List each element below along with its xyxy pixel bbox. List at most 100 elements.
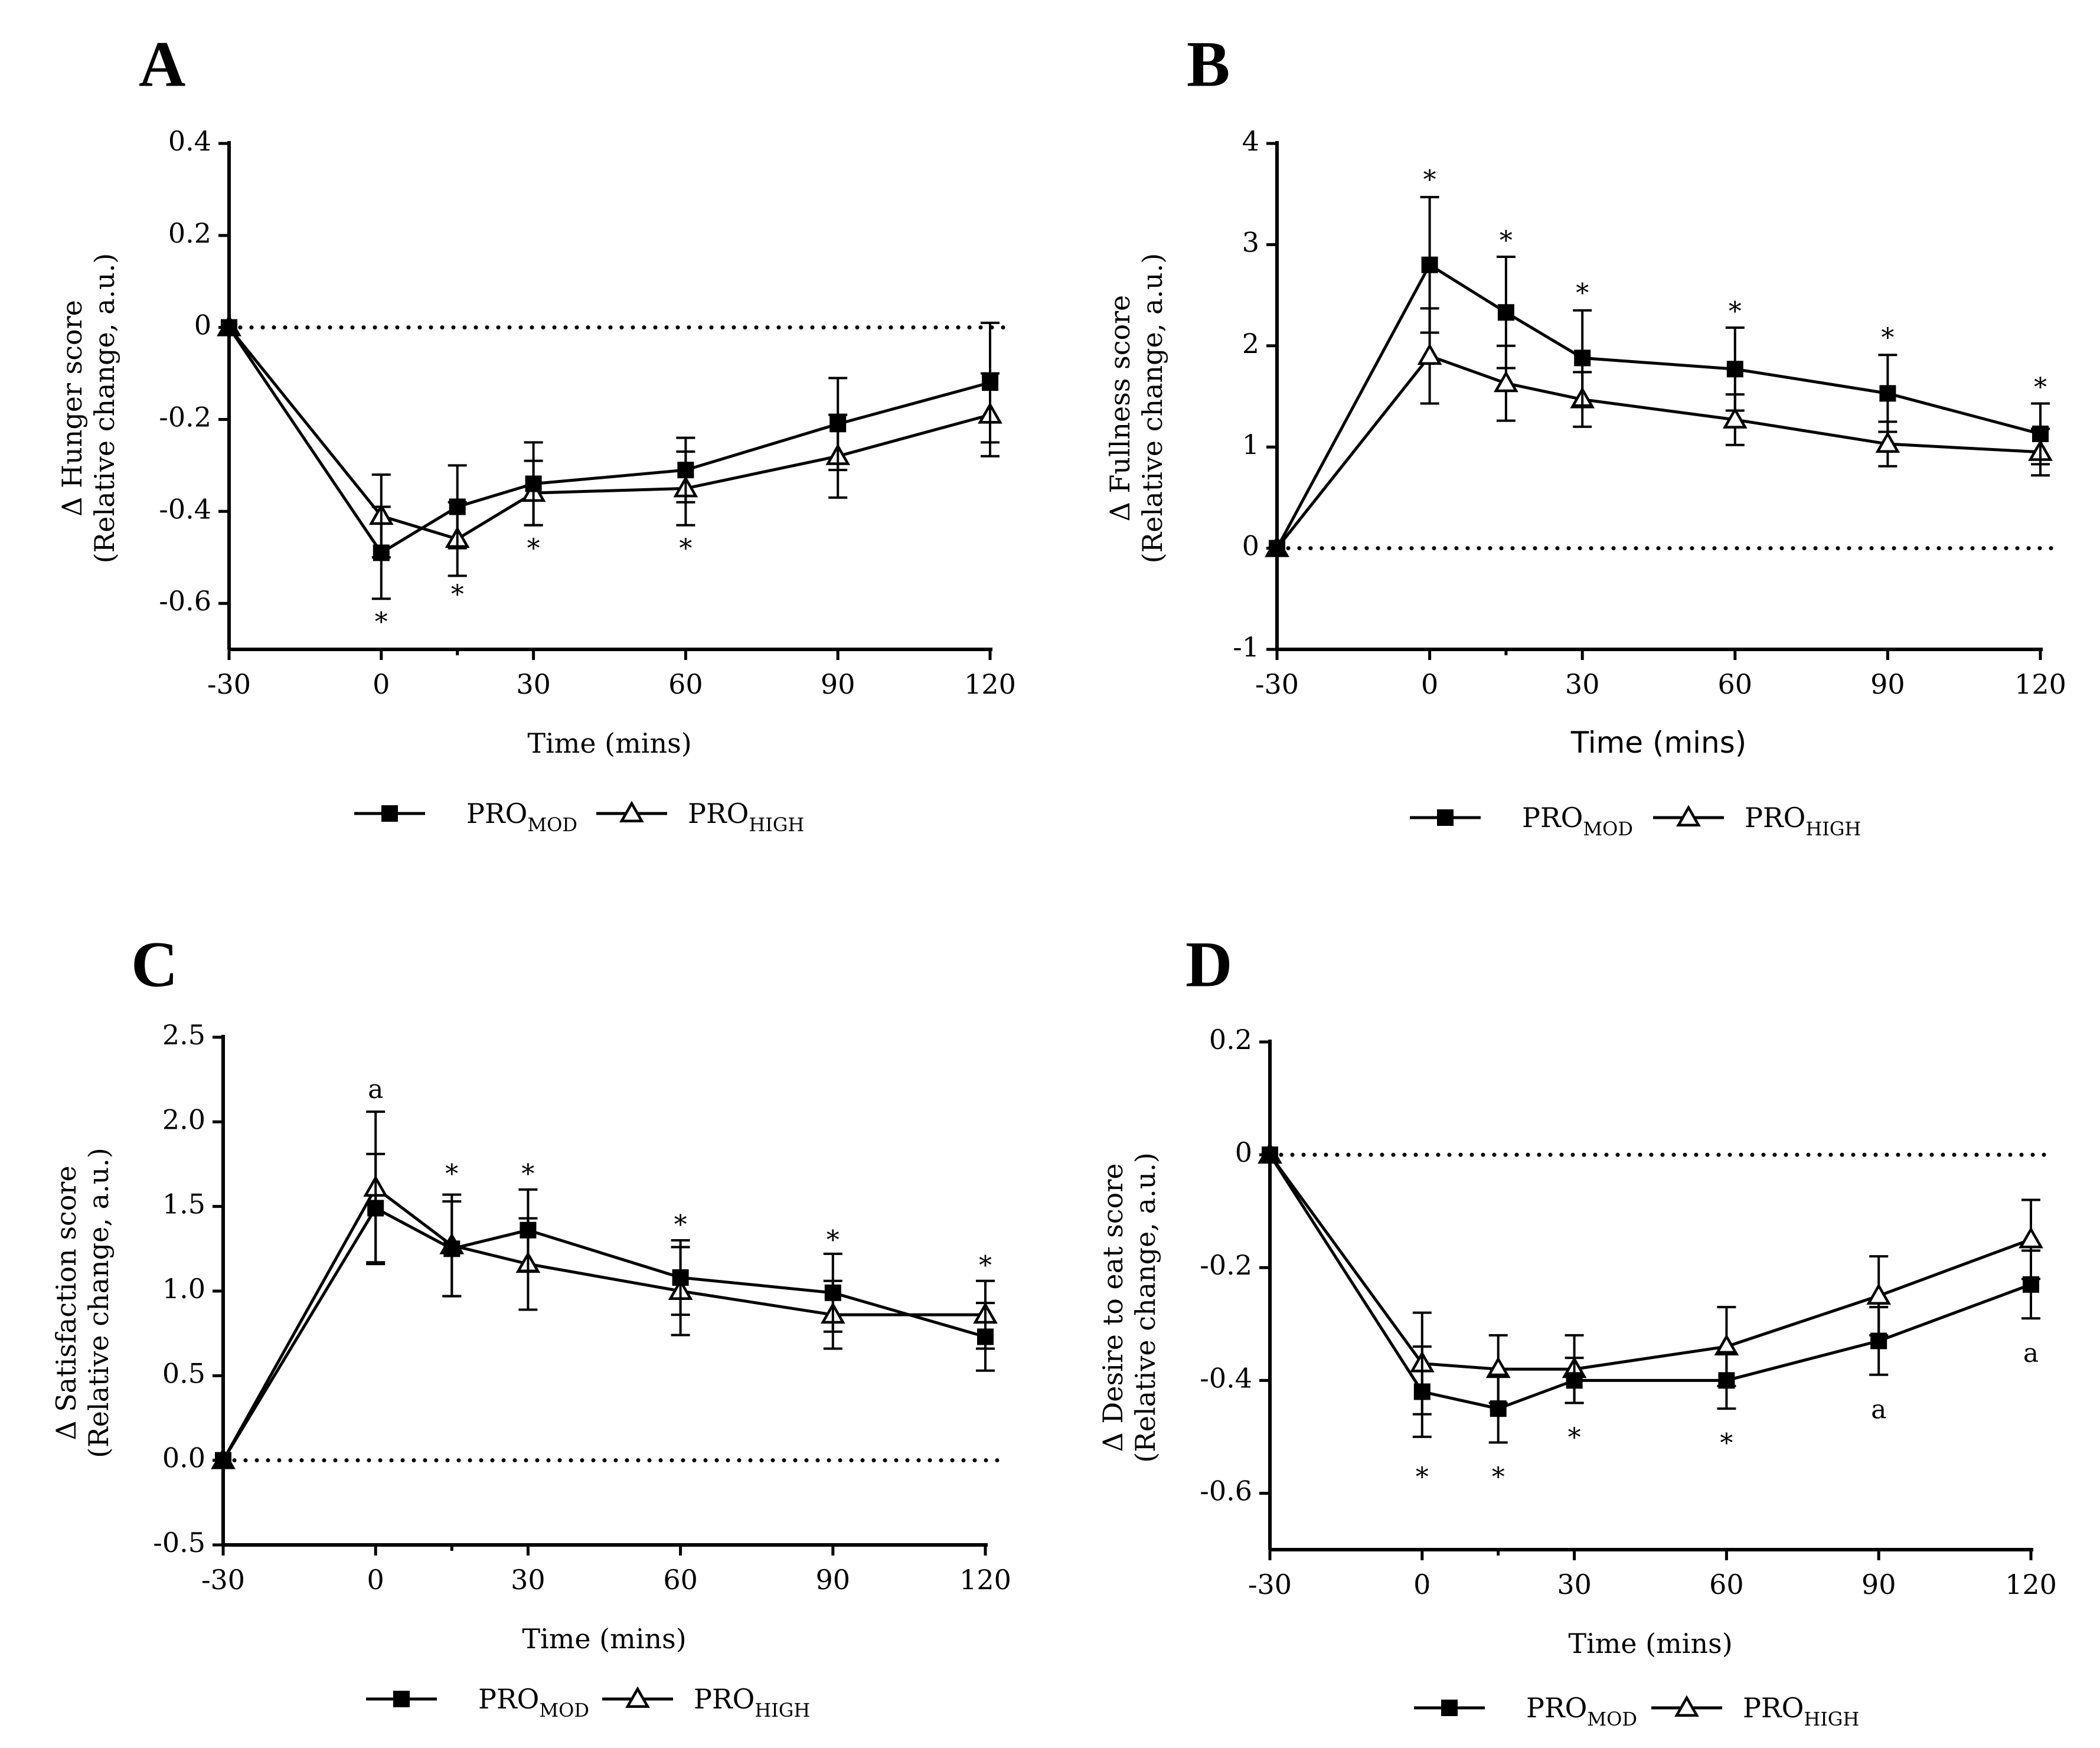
data-point-pro-high [1875, 431, 1900, 453]
data-point-pro-mod [1497, 304, 1514, 321]
x-tick-label: 0 [1413, 1569, 1431, 1600]
y-axis-subtitle: (Relative change, a.u.) [1136, 253, 1168, 564]
y-tick-label: -0.4 [159, 493, 211, 525]
significance-marker: * [1881, 323, 1894, 353]
data-point-pro-mod [1269, 540, 1285, 557]
x-axis-title: Time (mins) [522, 1623, 686, 1655]
legend-label-pro-mod: PROMOD [1522, 802, 1633, 840]
series-pro-mod [221, 319, 1000, 600]
y-axis-title: Δ Satisfaction score [50, 1165, 82, 1440]
data-point-pro-mod [449, 498, 466, 515]
data-point-pro-high [1866, 1283, 1892, 1305]
x-tick-label: 60 [668, 668, 703, 700]
legend-marker-pro-high [619, 801, 644, 822]
legend: PROMOD PROHIGH [1410, 802, 1861, 840]
data-point-pro-mod [520, 1221, 537, 1239]
significance-marker: * [674, 1210, 687, 1240]
legend: PROMOD PROHIGH [366, 1683, 810, 1721]
significance-marker: a [1871, 1394, 1886, 1424]
x-tick-label: 60 [663, 1564, 698, 1596]
y-tick-label: 0.0 [162, 1442, 205, 1474]
panel-d: D -0.6 -0.4 -0.2 0 0.2 -30 0 30 60 90 120 Time (mins… [1097, 928, 2057, 1730]
panel-letter: C [131, 928, 178, 1000]
panel-c: C -0.5 0.0 0.5 1.0 1.5 2.0 2.5 -30 0 30 60 90 120 Time… [50, 928, 1011, 1721]
x-tick-label: 0 [373, 668, 390, 700]
data-point-pro-mod [443, 1240, 461, 1257]
significance-marker: * [1416, 1462, 1429, 1492]
data-point-pro-mod [824, 1284, 841, 1301]
data-point-pro-mod [1574, 349, 1591, 367]
significance-marker: * [1568, 1423, 1581, 1453]
legend-marker-pro-high [1676, 805, 1701, 826]
x-tick-label: 90 [821, 668, 855, 700]
x-tick-label: 120 [964, 668, 1016, 700]
panel-a: A -0.6 -0.4 -0.2 0 0.2 0.4 -30 0 30 60 90 120 Time (m… [56, 28, 1016, 836]
x-tick-label: 60 [1709, 1569, 1744, 1600]
y-axis-title: Δ Desire to eat score [1097, 1164, 1129, 1452]
data-point-pro-mod [1870, 1332, 1887, 1350]
data-point-pro-mod [672, 1269, 689, 1286]
y-tick-label: 0.5 [162, 1357, 205, 1389]
y-tick-label: 1 [1242, 429, 1259, 460]
y-tick-label: -0.2 [1200, 1249, 1252, 1281]
y-tick-label: -0.6 [1200, 1475, 1252, 1507]
significance-marker: * [375, 607, 388, 638]
data-point-pro-mod [1421, 256, 1438, 273]
y-tick-label: 2 [1242, 328, 1259, 360]
series-pro-high [217, 315, 1002, 577]
data-point-pro-mod [1718, 1372, 1735, 1389]
panel-letter: D [1185, 928, 1232, 1000]
data-point-pro-mod [1879, 385, 1896, 402]
significance-marker: * [679, 534, 692, 564]
series-line [1275, 263, 2041, 549]
x-tick-label: -30 [201, 1564, 245, 1596]
x-tick-label: -30 [207, 668, 251, 700]
legend-marker-pro-high [625, 1686, 650, 1708]
data-point-pro-high [1417, 343, 1442, 365]
y-tick-label: -0.4 [1200, 1362, 1252, 1394]
x-tick-label: 90 [816, 1564, 851, 1596]
data-point-pro-mod [1726, 361, 1743, 378]
data-point-pro-mod [1262, 1146, 1278, 1164]
series-pro-high [1265, 307, 2053, 557]
significance-marker: * [827, 1225, 840, 1255]
y-tick-label: 1.5 [162, 1188, 205, 1220]
y-tick-label: 0 [1242, 530, 1259, 562]
legend-label-pro-mod: PROMOD [466, 798, 577, 836]
x-tick-label: 30 [1557, 1569, 1592, 1600]
significance-marker: a [2023, 1338, 2039, 1368]
data-point-pro-mod [2032, 425, 2049, 442]
x-tick-label: 0 [1421, 668, 1438, 700]
legend-marker-pro-mod [393, 1691, 410, 1707]
data-point-pro-mod [373, 544, 390, 561]
significance-marker: * [1492, 1462, 1505, 1492]
legend-label-pro-high: PROHIGH [1743, 1692, 1859, 1730]
y-tick-label: 3 [1242, 226, 1259, 258]
series-line [1276, 354, 2041, 550]
series-pro-mod [215, 1152, 995, 1469]
x-tick-label: -30 [1248, 1569, 1292, 1600]
panel-letter: A [139, 28, 185, 100]
x-axis-title: Time (mins) [1568, 1628, 1732, 1659]
significance-marker: * [1720, 1429, 1733, 1459]
panel-b: B -1 0 1 2 3 4 -30 0 30 60 90 120 Time (mins) Δ Fullne… [1104, 28, 2066, 840]
legend-label-pro-mod: PROMOD [1526, 1692, 1637, 1730]
panel-letter: B [1187, 28, 1230, 100]
series-line [228, 326, 991, 541]
y-tick-label: 0 [1235, 1136, 1252, 1168]
y-axis-subtitle: (Relative change, a.u.) [83, 1148, 115, 1458]
series-pro-mod [1269, 195, 2050, 557]
data-point-pro-mod [677, 462, 694, 479]
y-tick-label: 1.0 [162, 1273, 205, 1305]
x-tick-label: 0 [367, 1564, 384, 1596]
x-tick-label: -30 [1255, 668, 1299, 700]
legend-label-pro-high: PROHIGH [1745, 802, 1861, 840]
legend: PROMOD PROHIGH [1414, 1692, 1859, 1730]
x-tick-label: 120 [2005, 1569, 2057, 1600]
data-point-pro-mod [367, 1200, 384, 1217]
data-point-pro-high [2019, 1226, 2043, 1249]
y-tick-label: 0.4 [168, 125, 211, 157]
y-axis-title: Δ Fullness score [1104, 295, 1136, 522]
legend: PROMOD PROHIGH [354, 798, 804, 836]
y-axis-title: Δ Hunger score [56, 300, 88, 517]
